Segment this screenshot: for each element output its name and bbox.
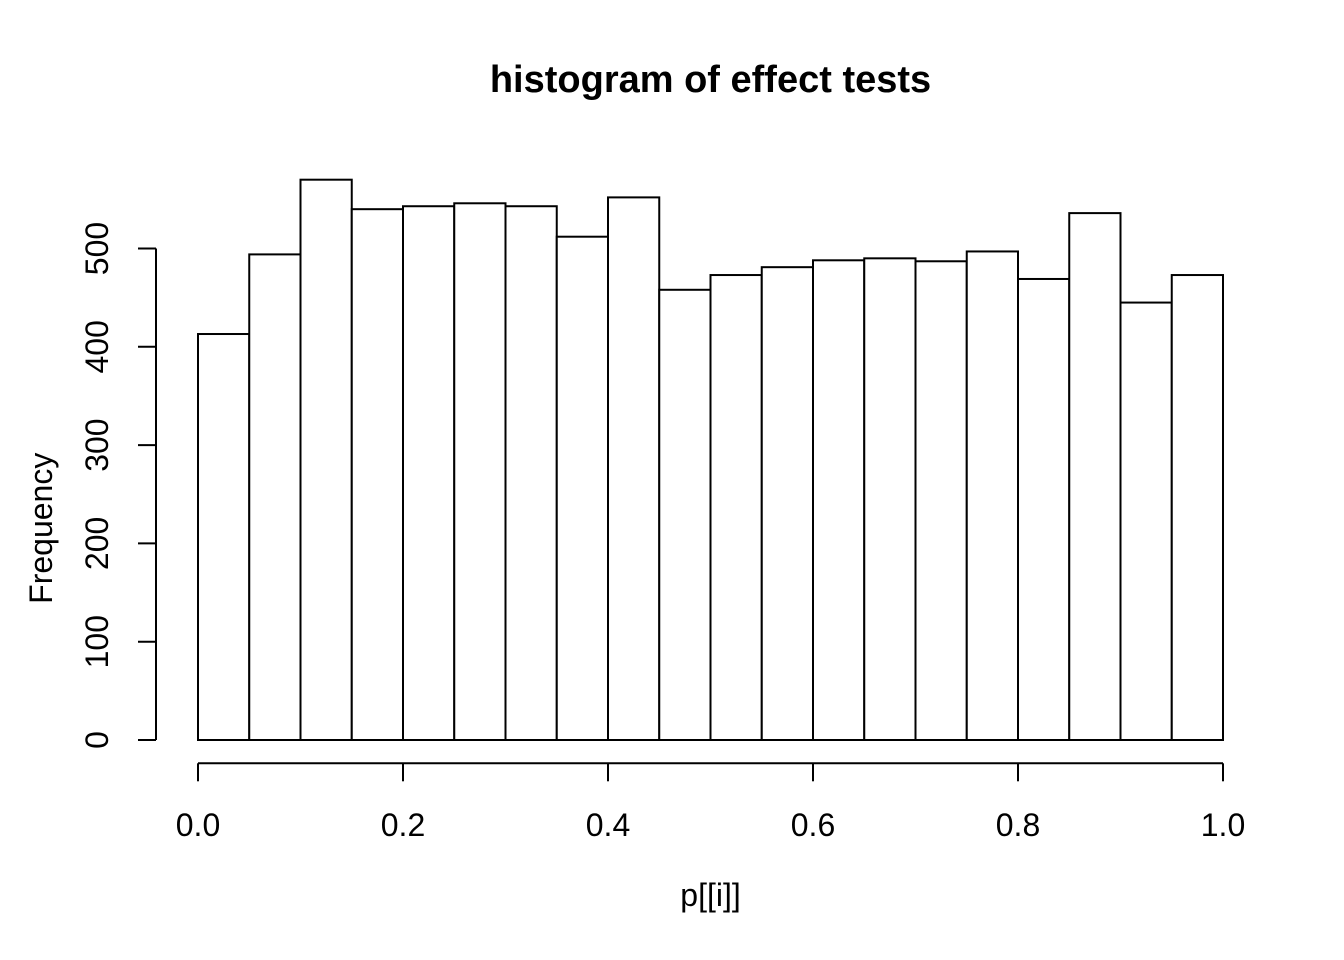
x-axis-title: p[[i]]: [680, 877, 740, 913]
x-tick-label: 0.2: [381, 807, 425, 843]
y-tick-label: 500: [79, 222, 115, 275]
histogram-bar: [555, 235, 609, 741]
histogram-bar: [607, 196, 661, 742]
histogram-bar: [1119, 301, 1173, 741]
y-tick-label: 400: [79, 320, 115, 373]
histogram-bar: [658, 288, 712, 741]
x-tick-label: 1.0: [1201, 807, 1245, 843]
histogram-bar: [1017, 277, 1071, 741]
histogram-bar: [965, 250, 1019, 741]
y-axis-title: Frequency: [23, 453, 59, 604]
chart-title: histogram of effect tests: [490, 59, 931, 101]
y-axis: 0 100 200 300 400 500: [79, 222, 157, 749]
histogram-bar: [299, 178, 353, 741]
histogram-bar: [1068, 212, 1122, 741]
histogram-bar: [453, 202, 507, 742]
histogram-bar: [402, 205, 456, 741]
histogram-bar: [197, 333, 251, 741]
histogram-bars: [197, 178, 1224, 742]
y-tick-label: 200: [79, 517, 115, 570]
histogram-bar: [760, 266, 814, 741]
histogram-bar: [709, 274, 763, 741]
histogram-bar: [350, 208, 404, 741]
x-tick-label: 0.0: [176, 807, 220, 843]
histogram-bar: [914, 260, 968, 741]
histogram-bar: [1170, 274, 1224, 741]
y-tick-label: 100: [79, 615, 115, 668]
y-tick-label: 300: [79, 418, 115, 471]
histogram-bar: [812, 259, 866, 741]
x-tick-label: 0.4: [586, 807, 630, 843]
histogram-bar: [504, 205, 558, 741]
y-tick-label: 0: [79, 731, 115, 749]
x-tick-label: 0.8: [996, 807, 1040, 843]
histogram-bar: [863, 257, 917, 741]
x-axis: 0.0 0.2 0.4 0.6 0.8 1.0: [176, 762, 1245, 843]
x-tick-label: 0.6: [791, 807, 835, 843]
histogram-bar: [248, 253, 302, 741]
